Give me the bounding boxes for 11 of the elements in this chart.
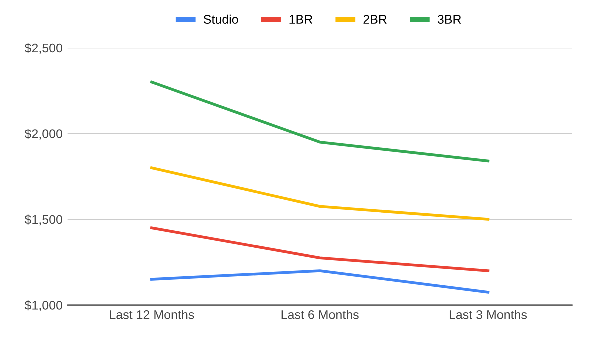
x-tick-label: Last 3 Months <box>450 310 528 320</box>
x-tick-label: Last 12 Months <box>110 310 194 320</box>
legend-label: Studio <box>204 14 238 24</box>
legend-label: 3BR <box>438 15 462 24</box>
y-tick-label: $2,000 <box>24 129 63 140</box>
y-tick-label: $1,500 <box>24 214 63 226</box>
y-tick-label: $2,500 <box>24 43 63 54</box>
x-tick-label: Last 6 Months <box>282 310 359 320</box>
legend-label: 1BR <box>290 15 313 24</box>
legend-label: 2BR <box>364 15 387 24</box>
y-tick-label: $1,000 <box>24 300 63 312</box>
